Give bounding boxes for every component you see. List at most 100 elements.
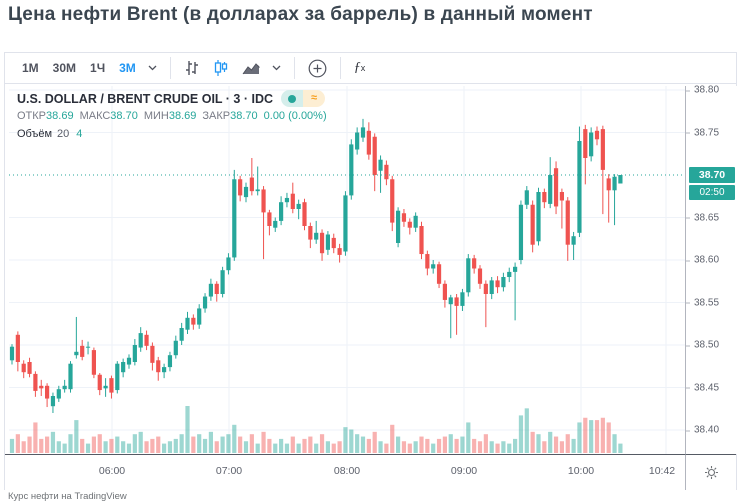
gear-icon [704,466,718,479]
volume-bar [355,434,360,453]
candle-body [68,363,73,390]
volume-bar [91,436,96,453]
page-title: Цена нефти Brent (в долларах за баррель)… [8,4,593,25]
volume-bar [524,408,529,453]
candle-body [85,346,91,348]
volume-bar [513,438,518,453]
candle-body [349,144,354,196]
price-axis-label: 38.50 [685,339,720,351]
chevron-down-icon[interactable] [141,62,164,74]
candle-body [74,351,79,356]
volume-bar [33,422,38,453]
candle-body [513,266,518,272]
area-chart-icon[interactable] [235,59,267,78]
interval-button-3m-active[interactable]: 3М [119,61,136,75]
candlestick-plot[interactable] [9,86,685,454]
attribution-link[interactable]: Курс нефти на TradingView [8,491,127,502]
volume-bar [132,434,137,453]
candle-body [91,350,96,375]
candle-body [167,355,173,368]
volume-bar [366,438,371,453]
candle-body [226,257,231,271]
candle-body [489,280,494,294]
candle-body [150,345,155,363]
time-axis[interactable]: 06:00 07:00 08:00 09:00 10:00 10:42 [5,454,736,490]
price-axis-label: 38.65 [685,212,720,223]
candle-body [396,210,401,243]
interval-button-1h[interactable]: 1Ч [90,61,106,75]
candle-body [21,363,26,373]
time-axis-label: 10:00 [567,465,595,477]
compare-add-icon[interactable] [301,56,334,81]
ohlc-bars-icon[interactable] [177,57,207,79]
chart-plot-area[interactable]: U.S. DOLLAR / BRENT CRUDE OIL · 3 · IDC … [9,86,685,454]
volume-bar [267,438,272,453]
candle-body [612,176,617,191]
candle-body [103,385,108,389]
candle-body [606,178,611,191]
chart-toolbar: 1М 30М 1Ч 3М [5,53,736,84]
candle-body [466,258,471,293]
candle-body [9,346,15,361]
candle-body [238,179,243,196]
candle-body [121,362,126,373]
candle-body [477,268,483,284]
candle-body [483,283,488,294]
volume-bar [279,438,284,453]
volume-bar [68,434,73,453]
volume-bar [290,436,295,453]
volume-bar [185,406,190,453]
volume-bar [331,443,336,453]
candlesticks-icon[interactable] [207,56,235,80]
volume-readout: Объём 20 4 [17,128,83,140]
volume-bar [296,443,301,453]
candle-body [495,280,500,288]
axis-settings-corner[interactable] [685,454,736,490]
candle-body [296,203,301,209]
volume-bar [466,422,471,453]
candle-body [337,248,342,255]
tradingview-widget: 1М 30М 1Ч 3М [4,52,737,490]
candle-body [436,264,442,284]
candle-body [577,141,582,233]
volume-bar [208,431,213,453]
volume-bar [319,434,325,453]
candle-body [290,193,295,209]
volume-bar [121,441,126,453]
volume-bar [577,422,582,453]
volume-bar [56,441,61,453]
candle-body [220,270,225,294]
volume-bar [109,438,114,453]
volume-bar [308,436,313,453]
candle-body [39,385,44,389]
volume-bar [454,438,459,453]
interval-button-1m[interactable]: 1М [22,61,39,75]
volume-bar [542,441,547,453]
candle-body [179,328,184,341]
chevron-down-icon[interactable] [265,62,288,74]
volume-bar [232,424,237,453]
candle-body [518,204,524,260]
volume-bar [302,438,307,453]
market-status-pill[interactable]: ≈ [281,90,326,107]
volume-bar [138,431,143,453]
price-axis-label: 38.40 [685,424,720,436]
volume-bar [197,434,202,453]
volume-bar [600,417,605,453]
candle-body [197,308,202,325]
candle-body [565,200,570,245]
volume-bar [483,434,488,453]
volume-bar [571,438,576,453]
price-axis[interactable]: 38.80 38.75 38.65 38.60 38.55 38.50 38.45 38.40… [685,85,737,454]
time-axis-label: 10:42 [648,465,676,477]
time-axis-label: 08:00 [333,465,361,477]
candle-body [559,192,564,201]
volume-bar [325,441,330,453]
interval-button-30m[interactable]: 30М [52,61,77,75]
candle-body [366,130,371,155]
volume-bar [167,441,173,453]
candle-body [50,396,56,407]
candle-body [507,271,512,277]
